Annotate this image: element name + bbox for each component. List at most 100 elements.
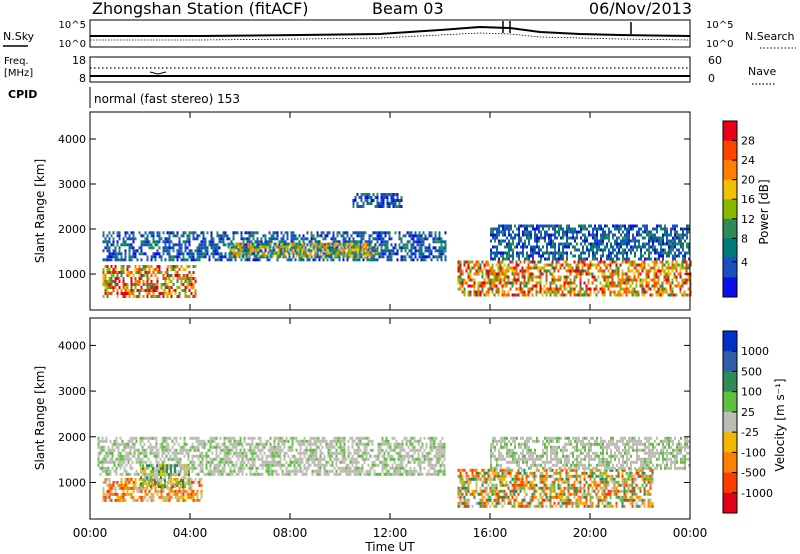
range-cell bbox=[211, 469, 214, 473]
range-cell bbox=[525, 281, 528, 285]
range-cell bbox=[667, 278, 670, 282]
range-cell bbox=[174, 265, 177, 268]
range-cell bbox=[433, 454, 436, 458]
range-cell bbox=[156, 249, 159, 253]
range-cell bbox=[200, 240, 203, 244]
range-cell bbox=[629, 278, 632, 282]
range-cell bbox=[396, 249, 399, 253]
range-cell bbox=[477, 287, 480, 291]
range-cell bbox=[192, 255, 195, 259]
range-cell bbox=[413, 466, 416, 470]
range-cell bbox=[222, 240, 225, 244]
range-cell bbox=[149, 436, 152, 440]
range-cell bbox=[241, 451, 244, 455]
range-cell bbox=[361, 457, 364, 461]
range-cell bbox=[427, 454, 430, 458]
range-cell bbox=[103, 445, 106, 449]
range-cell bbox=[131, 442, 134, 446]
range-cell bbox=[128, 252, 131, 256]
range-cell bbox=[176, 265, 179, 268]
range-cell bbox=[483, 293, 486, 297]
range-cell bbox=[505, 293, 508, 297]
range-cell bbox=[562, 227, 564, 231]
range-cell bbox=[291, 248, 294, 252]
range-cell bbox=[400, 246, 403, 250]
range-cell bbox=[217, 472, 220, 476]
range-cell bbox=[682, 230, 684, 234]
range-cell bbox=[134, 265, 137, 268]
range-cell bbox=[212, 237, 215, 241]
range-cell bbox=[150, 286, 153, 289]
range-cell bbox=[176, 249, 179, 253]
range-cell bbox=[612, 251, 614, 255]
range-cell bbox=[176, 271, 179, 274]
range-cell bbox=[188, 240, 191, 244]
range-cell bbox=[516, 251, 518, 255]
range-cell bbox=[469, 278, 472, 282]
range-cell bbox=[628, 227, 630, 231]
range-cell bbox=[269, 245, 272, 249]
range-cell bbox=[178, 255, 181, 259]
freq-unit-label: [MHz] bbox=[4, 68, 33, 79]
range-cell bbox=[623, 272, 626, 276]
range-cell bbox=[380, 237, 383, 241]
range-cell bbox=[477, 293, 480, 297]
range-cell bbox=[611, 281, 614, 285]
range-cell bbox=[131, 466, 134, 470]
range-cell bbox=[349, 457, 352, 461]
range-cell bbox=[167, 451, 170, 455]
range-cell bbox=[324, 234, 327, 238]
range-cell bbox=[608, 257, 610, 261]
range-cell bbox=[493, 269, 496, 273]
range-cell bbox=[102, 249, 105, 253]
range-cell bbox=[126, 483, 129, 487]
range-cell bbox=[587, 266, 590, 270]
range-cell bbox=[659, 284, 662, 288]
range-cell bbox=[376, 249, 379, 253]
range-cell bbox=[152, 292, 155, 295]
range-cell bbox=[227, 436, 230, 440]
range-cell bbox=[166, 265, 169, 268]
range-cell bbox=[534, 245, 536, 249]
range-cell bbox=[457, 281, 460, 285]
range-cell bbox=[148, 265, 151, 268]
range-cell bbox=[243, 454, 246, 458]
range-cell bbox=[507, 278, 510, 282]
range-cell bbox=[411, 445, 414, 449]
range-cell bbox=[312, 234, 315, 238]
range-cell bbox=[658, 242, 660, 246]
range-cell bbox=[438, 231, 441, 235]
range-cell bbox=[223, 460, 226, 464]
range-cell bbox=[512, 230, 514, 234]
range-cell bbox=[389, 457, 392, 461]
range-cell bbox=[463, 260, 466, 264]
range-cell bbox=[219, 436, 222, 440]
range-cell bbox=[239, 251, 242, 255]
range-cell bbox=[686, 245, 688, 249]
range-cell bbox=[172, 277, 175, 280]
range-cell bbox=[638, 239, 640, 243]
range-cell bbox=[254, 240, 257, 244]
range-cell bbox=[239, 463, 242, 467]
range-cell bbox=[116, 480, 119, 484]
range-cell bbox=[109, 448, 112, 452]
range-cell bbox=[299, 445, 302, 449]
range-cell bbox=[208, 255, 211, 259]
range-cell bbox=[382, 252, 385, 256]
range-cell bbox=[547, 290, 550, 294]
range-cell bbox=[259, 242, 262, 246]
range-cell bbox=[365, 436, 368, 440]
range-cell bbox=[658, 257, 660, 261]
range-cell bbox=[401, 448, 404, 452]
range-cell bbox=[409, 436, 412, 440]
range-cell bbox=[301, 460, 304, 464]
range-cell bbox=[281, 472, 284, 476]
range-cell bbox=[146, 286, 149, 289]
range-cell bbox=[269, 463, 272, 467]
range-cell bbox=[420, 255, 423, 259]
range-cell bbox=[122, 280, 125, 283]
range-cell bbox=[386, 205, 389, 208]
range-cell bbox=[183, 445, 186, 449]
range-cell bbox=[485, 290, 488, 294]
range-cell bbox=[132, 289, 135, 292]
